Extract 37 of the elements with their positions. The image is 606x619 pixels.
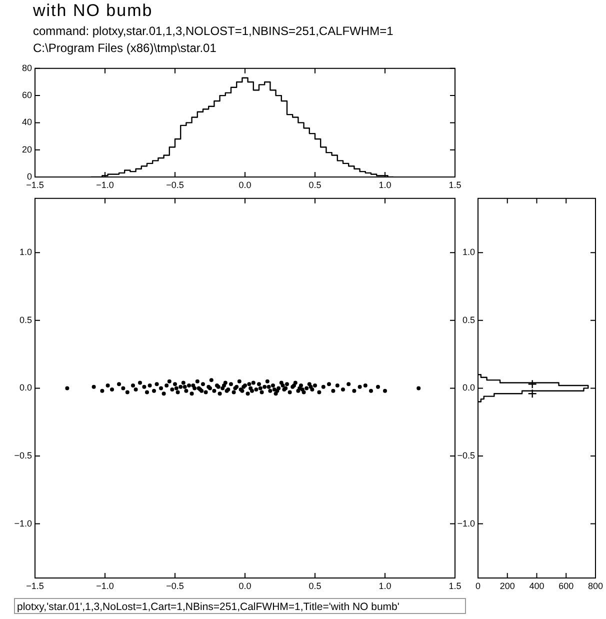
y-tick-label: 1.0: [19, 247, 32, 258]
x-tick-label: −0.5: [166, 580, 184, 591]
y-tick-label: −0.5: [457, 450, 475, 460]
x-tick-label: −1.5: [26, 180, 44, 190]
y-tick-label: 1.0: [462, 247, 475, 258]
x-tick-label: 0.0: [238, 580, 252, 591]
x-tick-label: −1.5: [26, 580, 44, 591]
y-tick-label: 0.0: [19, 382, 32, 393]
x-tick-label: 800: [588, 580, 604, 591]
x-tick-label: −0.5: [166, 180, 184, 190]
y-tick-label: 0.0: [462, 382, 475, 393]
x-tick-label: −1.0: [96, 580, 114, 591]
y-tick-label: 0: [26, 171, 32, 182]
x-tick-label: −1.0: [96, 180, 114, 190]
y-tick-label: −1.0: [457, 518, 475, 528]
y-tick-label: −1.0: [14, 518, 32, 528]
x-tick-label: 1.0: [378, 580, 392, 591]
x-tick-label: 200: [500, 580, 515, 591]
chart-title: with NO bumb: [33, 1, 153, 21]
y-tick-label: 80: [22, 62, 32, 73]
chart-subtitle: command: plotxy,star.01,1,3,NOLOST=1,NBINS=251,CALFWHM=1: [33, 24, 394, 38]
x-tick-label: 1.0: [378, 180, 392, 190]
y-tick-label: 20: [22, 144, 32, 154]
x-tick-label: 0.5: [308, 580, 322, 591]
text: C:\Program Files (x86)\tmp\star.01: [33, 41, 216, 55]
y-tick-label: −0.5: [14, 450, 32, 460]
y-tick-label: 0.5: [462, 314, 475, 325]
x-tick-label: 0.0: [238, 180, 252, 190]
x-tick-label: 400: [529, 580, 544, 591]
x-tick-label: 0.5: [308, 180, 322, 190]
y-tick-label: 40: [22, 117, 32, 128]
y-tick-label: 0.5: [19, 314, 32, 325]
text: plotxy,'star.01',1,3,NoLost=1,Cart=1,NBins=251,CalFWHM=1,Title='with NO bumb': [14, 598, 466, 614]
y-tick-label: 60: [22, 90, 32, 100]
x-tick-label: 1.5: [448, 580, 462, 591]
x-tick-label: 1.5: [448, 180, 462, 190]
x-tick-label: 600: [558, 580, 574, 591]
